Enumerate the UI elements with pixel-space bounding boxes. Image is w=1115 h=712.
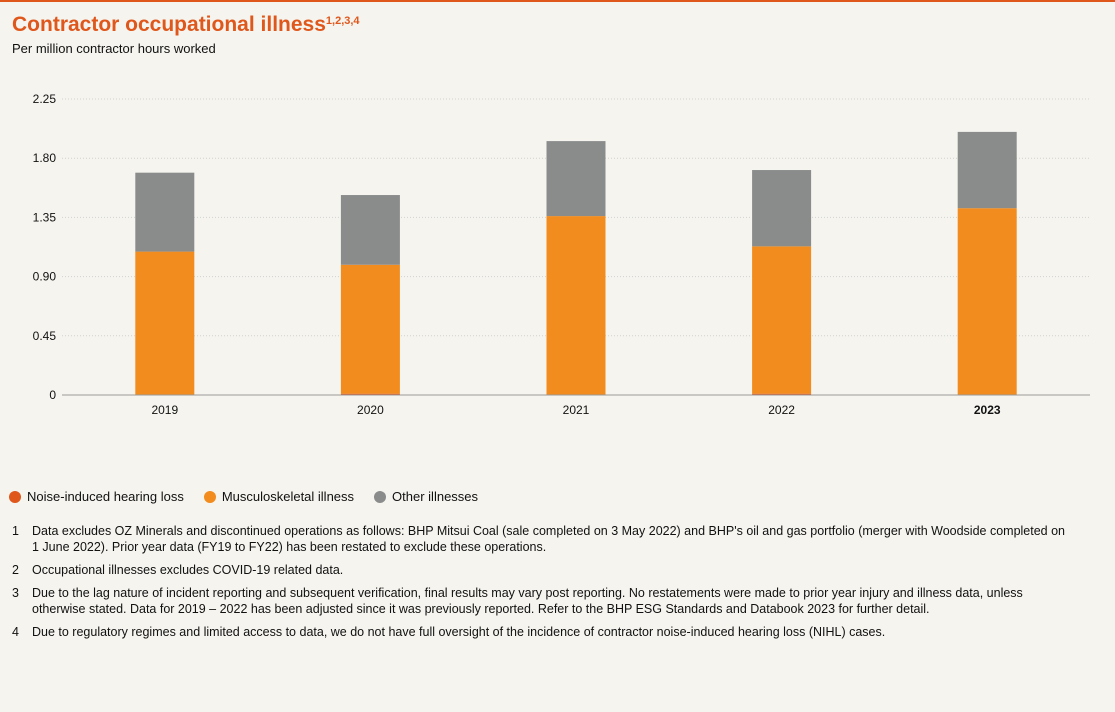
legend-swatch-noise (9, 490, 21, 503)
legend-swatch-musculoskeletal (203, 490, 216, 503)
footnote-number: 3 (12, 586, 19, 600)
bar-segment-musculoskeletal (135, 251, 195, 395)
chart-title: Contractor occupational illness1,2,3,4 (12, 13, 360, 37)
top-rule (0, 0, 1115, 2)
y-tick-label: 0 (49, 388, 56, 402)
bar-segment-musculoskeletal (752, 246, 812, 394)
legend-item-noise: Noise-induced hearing loss (9, 489, 184, 504)
chart-legend: Noise-induced hearing loss Musculoskelet… (9, 489, 498, 504)
footnote-4: 4 Due to regulatory regimes and limited … (12, 624, 1072, 640)
bar-segment-musculoskeletal (546, 216, 606, 395)
bar-segment-other (135, 172, 195, 252)
legend-item-musculoskeletal: Musculoskeletal illness (203, 489, 355, 504)
legend-label-other: Other illnesses (392, 489, 479, 504)
bar-segment-musculoskeletal (340, 264, 400, 394)
footnotes: 1 Data excludes OZ Minerals and disconti… (12, 523, 1072, 647)
bar-segment-other (752, 170, 812, 247)
legend-swatch-other (374, 490, 387, 503)
footnote-number: 4 (12, 625, 19, 639)
footnote-text: Occupational illnesses excludes COVID-19… (32, 563, 344, 577)
x-tick-label: 2022 (768, 403, 795, 417)
chart-title-text: Contractor occupational illness (12, 13, 326, 36)
footnote-text: Due to the lag nature of incident report… (32, 586, 1023, 616)
y-tick-label: 1.80 (33, 151, 57, 165)
footnote-text: Due to regulatory regimes and limited ac… (32, 625, 886, 639)
bar-segment-other (546, 141, 606, 217)
bar-segment-noise (340, 393, 400, 395)
y-tick-label: 0.45 (33, 329, 57, 343)
bar-segment-other (340, 195, 400, 265)
y-tick-label: 1.35 (33, 210, 57, 224)
stacked-bar-chart: 0 0.45 0.90 1.35 1.80 2.25 2019 2020 2021 2022 202… (33, 92, 1090, 417)
footnote-text: Data excludes OZ Minerals and discontinu… (32, 524, 1066, 554)
y-tick-label: 0.90 (33, 270, 57, 284)
x-tick-label: 2019 (151, 403, 178, 417)
footnote-3: 3 Due to the lag nature of incident repo… (12, 585, 1072, 617)
legend-label-musculoskeletal: Musculoskeletal illness (221, 489, 355, 504)
x-tick-label: 2020 (357, 403, 384, 417)
title-footnote-refs: 1,2,3,4 (325, 15, 360, 27)
footnote-1: 1 Data excludes OZ Minerals and disconti… (12, 523, 1072, 555)
x-tick-label: 2021 (563, 403, 590, 417)
footnote-2: 2 Occupational illnesses excludes COVID-… (12, 562, 1072, 578)
bar-segment-noise (752, 393, 812, 395)
x-tick-label: 2023 (974, 403, 1001, 417)
y-tick-label: 2.25 (33, 92, 57, 106)
footnote-number: 2 (12, 563, 19, 577)
bar-segment-other (957, 131, 1017, 209)
bar-segment-musculoskeletal (957, 208, 1017, 395)
legend-item-other: Other illnesses (374, 489, 478, 504)
chart-subtitle: Per million contractor hours worked (12, 41, 216, 56)
legend-label-noise: Noise-induced hearing loss (27, 489, 184, 504)
footnote-number: 1 (12, 524, 19, 538)
